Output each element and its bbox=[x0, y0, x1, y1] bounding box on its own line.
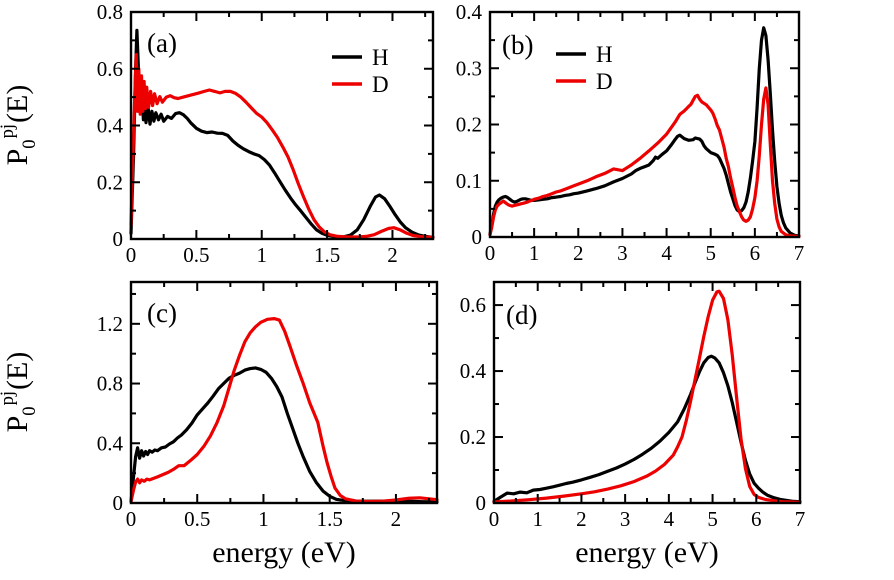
panel-b-xtick-label-7: 7 bbox=[794, 241, 805, 265]
panel-d-xtick-label-6: 6 bbox=[751, 507, 762, 531]
panel-a: 0 0.5 1 1.5 2 0 0.2 0.4 0.6 0.8 (a) HD P0pj(E) bbox=[0, 0, 435, 267]
panel-a-ytick-label-0.2: 0.2 bbox=[97, 170, 123, 194]
panel-c-yaxis-title: P0pj(E) bbox=[0, 352, 40, 433]
panel-a-xtick-label-2: 2 bbox=[387, 243, 398, 267]
panel-b-xtick-label-1: 1 bbox=[529, 241, 540, 265]
panel-d-xtick-label-1: 1 bbox=[532, 507, 543, 531]
panel-b-ytick-label-0: 0 bbox=[472, 225, 483, 249]
panel-c-xtick-label-2: 2 bbox=[391, 507, 402, 531]
panel-a-legend: HD bbox=[332, 45, 389, 97]
panel-d-ytick-label-0.6: 0.6 bbox=[460, 293, 486, 317]
panel-d-xtick-label-4: 4 bbox=[664, 507, 675, 531]
panel-a-xtick-label-1: 1 bbox=[256, 243, 267, 267]
panel-a-xtick-label-0.5: 0.5 bbox=[183, 243, 209, 267]
panel-b-xtick-label-6: 6 bbox=[750, 241, 761, 265]
panel-b-ticks bbox=[489, 11, 800, 238]
legend-label-D: D bbox=[372, 72, 389, 97]
panel-c-ytick-label-0.8: 0.8 bbox=[97, 372, 123, 396]
panel-b-xtick-label-5: 5 bbox=[705, 241, 716, 265]
panel-b-series-H-line bbox=[488, 26, 801, 238]
panel-a-xtick-label-0: 0 bbox=[126, 243, 137, 267]
panel-d-xtick-label-2: 2 bbox=[576, 507, 587, 531]
panel-d-ytick-label-0: 0 bbox=[476, 491, 487, 515]
panel-b-xtick-label-2: 2 bbox=[573, 241, 584, 265]
panel-c-ticks bbox=[130, 282, 437, 504]
panel-a-tag: (a) bbox=[147, 28, 177, 58]
panel-a-ytick-label-0: 0 bbox=[113, 227, 124, 251]
panel-d-series-D-line bbox=[492, 289, 802, 504]
panel-d-ytick-label-0.4: 0.4 bbox=[460, 359, 487, 383]
panel-b-ytick-label-0.4: 0.4 bbox=[456, 0, 483, 24]
panel-c-ytick-label-0: 0 bbox=[113, 491, 124, 515]
panel-a-yaxis-title: P0pj(E) bbox=[0, 85, 40, 166]
panel-d-series-H-line bbox=[492, 354, 802, 504]
legend-label-H: H bbox=[372, 45, 389, 70]
panel-b-xtick-label-3: 3 bbox=[617, 241, 628, 265]
panel-b: 0 1 2 3 4 5 6 7 0 0.1 0.2 0.3 0.4 (b) HD bbox=[456, 0, 805, 265]
panel-c-xaxis-title: energy (eV) bbox=[212, 536, 356, 569]
panel-b-ytick-label-0.3: 0.3 bbox=[456, 56, 482, 80]
panel-d-xtick-label-5: 5 bbox=[707, 507, 718, 531]
panel-b-tag: (b) bbox=[502, 30, 533, 60]
legend-label-H: H bbox=[596, 42, 613, 67]
panel-a-xtick-label-1.5: 1.5 bbox=[314, 243, 340, 267]
panel-d-tag: (d) bbox=[506, 300, 537, 330]
panel-b-ytick-label-0.1: 0.1 bbox=[456, 169, 482, 193]
panel-c-xtick-label-1: 1 bbox=[258, 507, 269, 531]
panel-c-tag: (c) bbox=[147, 298, 177, 328]
panel-b-xtick-label-4: 4 bbox=[661, 241, 672, 265]
panel-c-xtick-label-0.5: 0.5 bbox=[184, 507, 210, 531]
panel-a-series-H-line bbox=[129, 28, 435, 239]
panel-b-legend: HD bbox=[556, 42, 613, 94]
legend-label-D: D bbox=[596, 69, 613, 94]
panel-b-xtick-label-0: 0 bbox=[485, 241, 496, 265]
panel-d: 0 1 2 3 4 5 6 7 0 0.2 0.4 0.6 (d) energy (eV) bbox=[460, 289, 806, 569]
panel-b-ytick-label-0.2: 0.2 bbox=[456, 113, 482, 137]
panel-a-ytick-label-0.4: 0.4 bbox=[97, 114, 124, 138]
panel-a-ticks bbox=[130, 11, 433, 240]
panel-c-frame bbox=[129, 280, 439, 505]
panel-c-xtick-label-1.5: 1.5 bbox=[317, 507, 343, 531]
panel-a-ytick-label-0.6: 0.6 bbox=[97, 57, 123, 81]
panel-c-xtick-label-0: 0 bbox=[126, 507, 137, 531]
panel-d-xaxis-title: energy (eV) bbox=[575, 536, 719, 569]
panel-d-xtick-label-0: 0 bbox=[489, 507, 500, 531]
panel-d-xtick-label-3: 3 bbox=[620, 507, 631, 531]
panel-d-xtick-label-7: 7 bbox=[795, 507, 806, 531]
panel-c-series-D-line bbox=[129, 317, 439, 504]
panel-c: 0 0.5 1 1.5 2 0 0.4 0.8 1.2 (c) energy (eV) P0pj(E) bbox=[0, 298, 439, 569]
panel-a-ytick-label-0.8: 0.8 bbox=[97, 0, 123, 24]
panel-a-series-D-line bbox=[129, 53, 435, 239]
panel-d-ytick-label-0.2: 0.2 bbox=[460, 425, 486, 449]
panel-d-ticks bbox=[493, 282, 801, 504]
panel-c-ytick-label-1.2: 1.2 bbox=[97, 312, 123, 336]
panel-b-series-D-line bbox=[488, 86, 801, 238]
panel-c-ytick-label-0.4: 0.4 bbox=[97, 431, 124, 455]
